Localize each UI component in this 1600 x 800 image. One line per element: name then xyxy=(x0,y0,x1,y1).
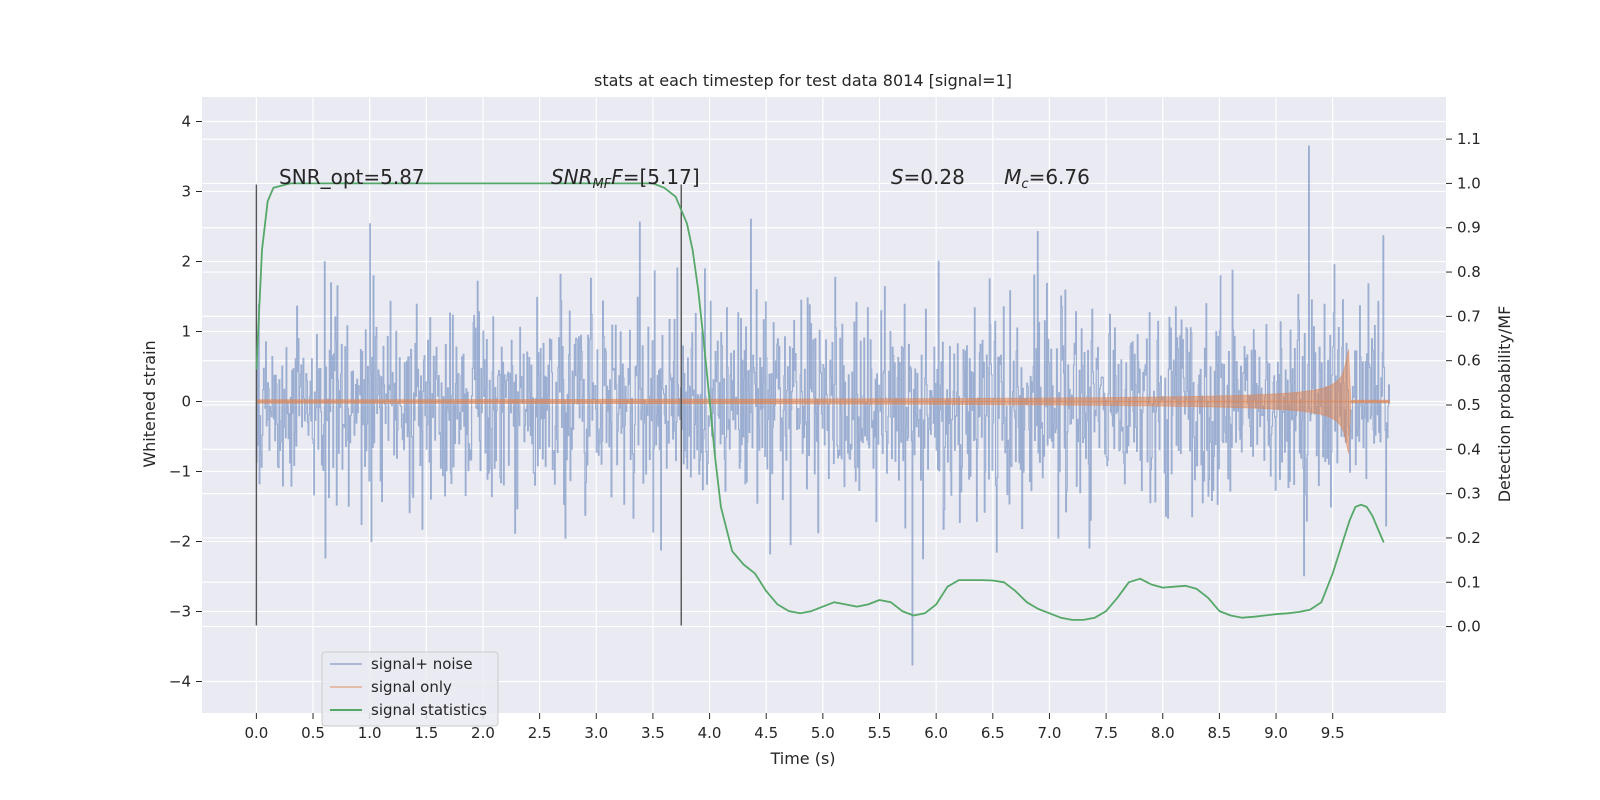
x-tick-label: 8.5 xyxy=(1207,724,1231,742)
y2-tick-label: 0.6 xyxy=(1457,352,1481,370)
stats-line xyxy=(255,182,1385,621)
y2-tick-label: 0.9 xyxy=(1457,219,1481,237)
y-tick-label: −1 xyxy=(169,463,191,481)
y-tick-label: 1 xyxy=(181,323,191,341)
x-tick-label: 1.5 xyxy=(414,724,438,742)
y2-tick-label: 0.4 xyxy=(1457,440,1481,458)
annotation-2: S=0.28 xyxy=(891,165,965,189)
y2-axis-ticks: 0.0 0.1 0.2 0.3 0.4 0.5 0.6 0.7 0.8 0.9 1.0 1.1 xyxy=(1446,130,1481,636)
x-tick-label: 2.0 xyxy=(471,724,495,742)
y2-tick-label: 0.2 xyxy=(1457,529,1481,547)
legend-label-noise: signal+ noise xyxy=(371,655,473,673)
y2-tick-label: 0.8 xyxy=(1457,263,1481,281)
vertical-markers xyxy=(255,184,682,626)
x-tick-label: 5.0 xyxy=(811,724,835,742)
y2-tick-label: 0.7 xyxy=(1457,307,1481,325)
x-tick-label: 7.5 xyxy=(1094,724,1118,742)
signal-only-series xyxy=(255,349,1390,454)
y2-tick-label: 0.0 xyxy=(1457,618,1481,636)
x-tick-label: 7.0 xyxy=(1038,724,1062,742)
annotation-0: SNR_opt=5.87 xyxy=(279,165,425,189)
y-tick-label: −2 xyxy=(169,533,191,551)
annotation-3: Mc=6.76 xyxy=(1004,165,1090,192)
y-tick-label: 2 xyxy=(181,253,191,271)
x-tick-label: 9.5 xyxy=(1321,724,1345,742)
legend-box xyxy=(321,651,499,727)
y-tick-label: −4 xyxy=(169,673,191,691)
noise-trace xyxy=(255,145,1390,666)
legend-label-signal: signal only xyxy=(371,678,452,696)
x-tick-label: 5.5 xyxy=(868,724,892,742)
y2-tick-label: 0.3 xyxy=(1457,485,1481,503)
y-axis-label: Whitened strain xyxy=(140,340,159,467)
signal-noise-series xyxy=(255,145,1390,666)
x-tick-label: 9.0 xyxy=(1264,724,1288,742)
x-tick-label: 0.5 xyxy=(301,724,325,742)
legend-label-stats: signal statistics xyxy=(371,701,487,719)
y-axis-ticks: −4 −3 −2 −1 0 1 2 3 4 xyxy=(169,113,202,691)
chart-title: stats at each timestep for test data 801… xyxy=(594,71,1012,90)
x-tick-label: 3.5 xyxy=(641,724,665,742)
y2-tick-label: 1.1 xyxy=(1457,130,1481,148)
y-tick-label: −3 xyxy=(169,603,191,621)
y2-tick-label: 1.0 xyxy=(1457,174,1481,192)
x-tick-label: 0.0 xyxy=(244,724,268,742)
x-tick-label: 1.0 xyxy=(358,724,382,742)
annotation-1: SNRMFF=[5.17] xyxy=(551,165,700,192)
x-tick-label: 8.0 xyxy=(1151,724,1175,742)
legend: signal+ noise signal only signal statist… xyxy=(321,651,499,727)
annotations: SNR_opt=5.87 SNRMFF=[5.17] S=0.28 Mc=6.76 xyxy=(279,165,1090,192)
y2-tick-label: 0.5 xyxy=(1457,396,1481,414)
x-tick-label: 6.5 xyxy=(981,724,1005,742)
x-tick-label: 3.0 xyxy=(584,724,608,742)
y-tick-label: 3 xyxy=(181,183,191,201)
y-tick-label: 4 xyxy=(181,113,191,131)
y2-axis-label: Detection probability/MF xyxy=(1495,306,1514,503)
x-axis-ticks: 0.0 0.5 1.0 1.5 2.0 2.5 3.0 3.5 4.0 4.5 5.0 5.5 6.0 6… xyxy=(244,713,1345,742)
y2-tick-label: 0.1 xyxy=(1457,573,1481,591)
x-axis-label: Time (s) xyxy=(769,749,835,768)
x-tick-label: 4.5 xyxy=(754,724,778,742)
x-tick-label: 2.5 xyxy=(528,724,552,742)
signal-statistics-series xyxy=(255,182,1385,621)
y-tick-label: 0 xyxy=(181,393,191,411)
x-tick-label: 6.0 xyxy=(924,724,948,742)
x-tick-label: 4.0 xyxy=(698,724,722,742)
